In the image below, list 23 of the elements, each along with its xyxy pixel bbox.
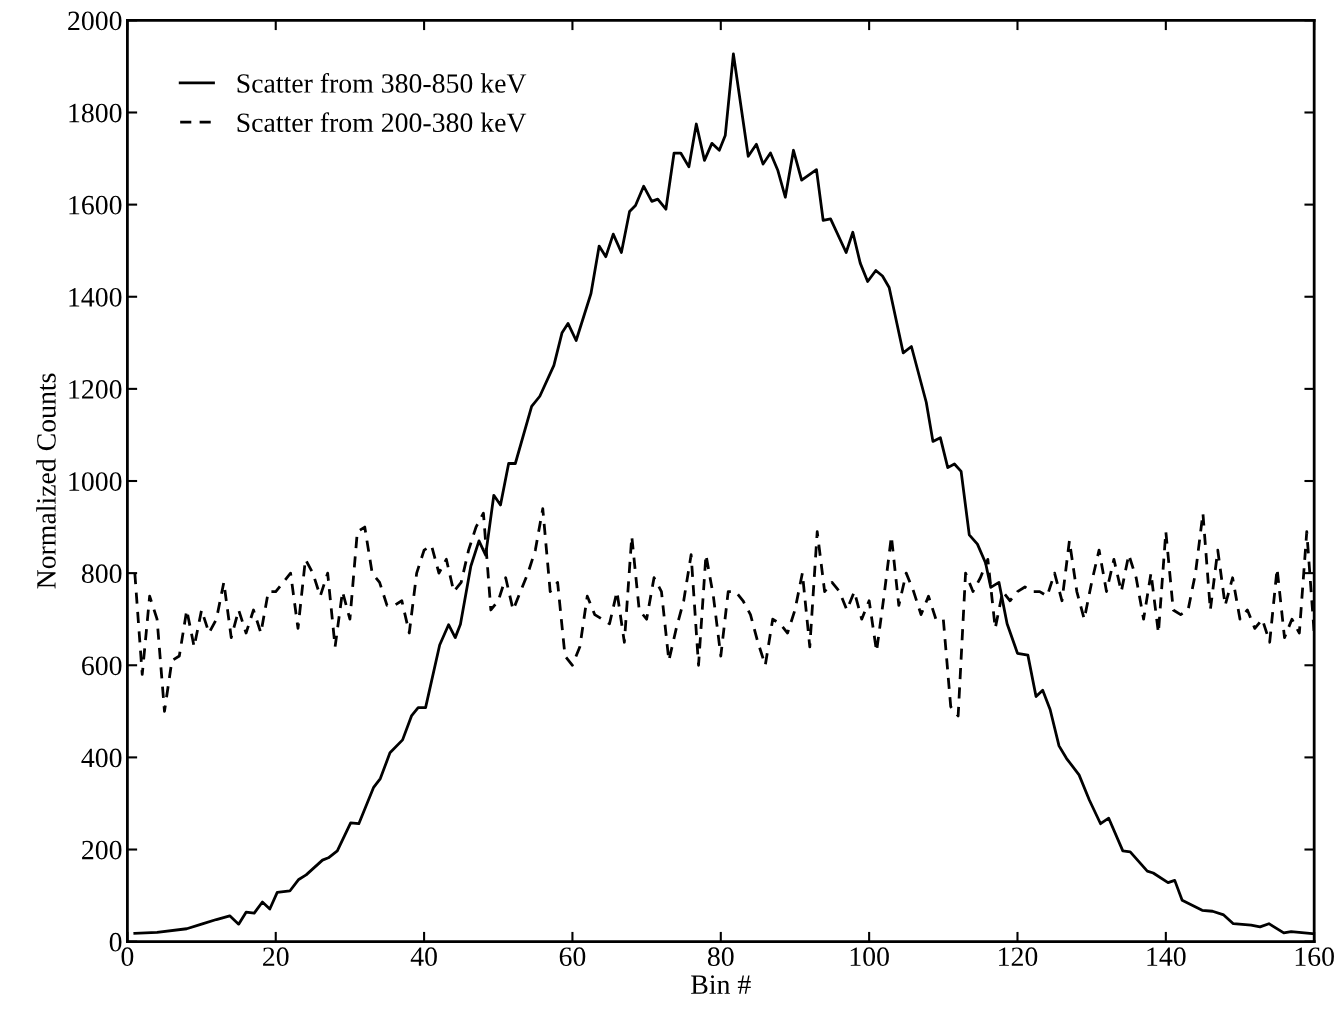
x-tick-label: 140: [1147, 947, 1186, 967]
x-tick-label: 80: [707, 947, 734, 967]
x-tick-label: 60: [559, 947, 586, 967]
y-axis-title: Normalized Counts: [36, 373, 56, 589]
y-tick-label: 2000: [68, 11, 122, 31]
x-tick-label: 100: [850, 947, 889, 967]
y-tick-label: 1400: [69, 287, 122, 307]
y-tick-label: 1800: [69, 103, 122, 123]
x-tick-label: 160: [1295, 947, 1334, 967]
y-tick-label: 0: [109, 932, 122, 952]
x-tick-label: 40: [410, 947, 437, 967]
x-tick-label: 20: [263, 947, 289, 967]
legend-label: Scatter from 200-380 keV: [237, 112, 527, 133]
x-tick-label: 120: [999, 947, 1038, 967]
y-tick-label: 600: [82, 656, 122, 676]
legend-label: Scatter from 380-850 keV: [237, 73, 527, 93]
y-tick-label: 1200: [69, 380, 122, 399]
y-tick-label: 800: [81, 564, 122, 584]
y-tick-label: 1000: [69, 472, 122, 491]
y-tick-label: 200: [82, 840, 122, 860]
y-tick-label: 1600: [69, 195, 122, 215]
x-axis-title: Bin #: [691, 975, 751, 994]
y-tick-label: 400: [81, 748, 122, 768]
